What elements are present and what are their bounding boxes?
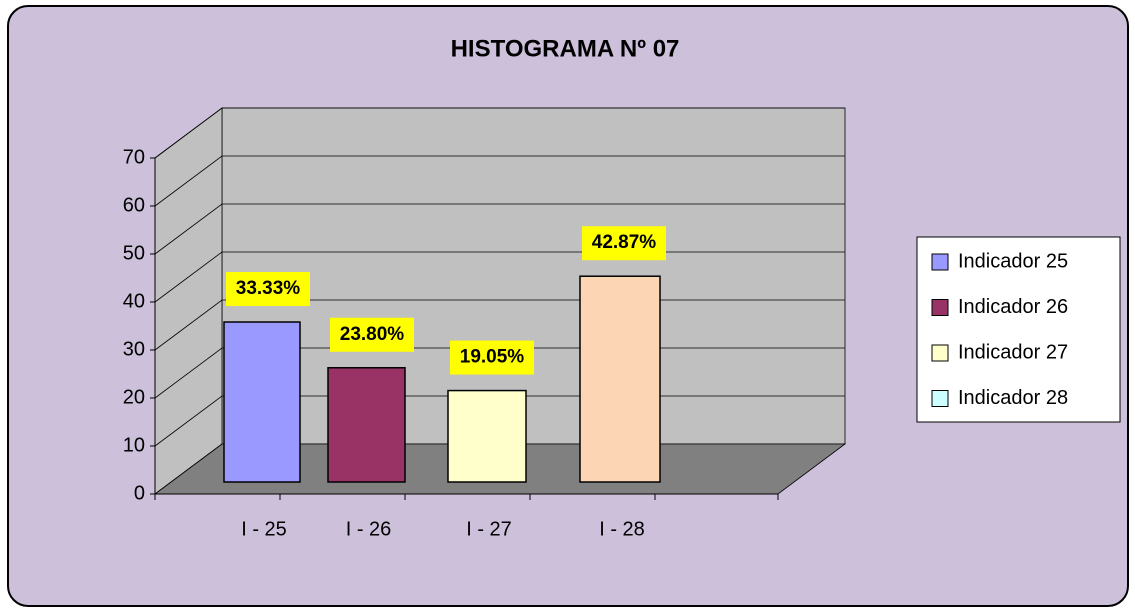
data-label-bg [226, 272, 310, 307]
data-label: 33.33% [236, 278, 301, 299]
bar [447, 389, 527, 483]
x-tick-label: I - 28 [599, 518, 645, 540]
y-tick-label: 50 [123, 242, 145, 264]
side-wall [154, 107, 223, 495]
data-label-bg [450, 340, 534, 375]
y-tick-label: 30 [123, 338, 145, 360]
y-tick-label: 60 [123, 194, 145, 216]
legend-label: Indicador 26 [958, 296, 1068, 318]
data-label-bg [330, 317, 414, 352]
y-tick-label: 40 [123, 290, 145, 312]
chart-title: HISTOGRAMA Nº 07 [451, 35, 680, 62]
y-tick-label: 0 [134, 482, 145, 504]
back-wall [221, 107, 846, 445]
legend-label: Indicador 27 [958, 341, 1068, 363]
x-tick-label: I - 26 [346, 518, 392, 540]
data-label-bg [582, 226, 666, 261]
legend-label: Indicador 28 [958, 387, 1068, 409]
data-label: 42.87% [592, 232, 657, 253]
y-tick-label: 70 [123, 146, 145, 168]
y-tick-label: 20 [123, 386, 145, 408]
grid-line [154, 203, 845, 255]
grid-line [154, 155, 845, 207]
x-tick-label: I - 25 [241, 518, 287, 540]
x-tick-label: I - 27 [466, 518, 512, 540]
legend-swatch [931, 390, 949, 407]
bar [579, 275, 661, 483]
data-label: 19.05% [460, 347, 525, 368]
legend-swatch [931, 299, 949, 316]
grid-line [154, 107, 845, 159]
bar [223, 321, 301, 483]
y-tick-label: 10 [123, 434, 145, 456]
legend-swatch [931, 253, 949, 271]
data-label: 23.80% [340, 324, 405, 345]
legend-label: Indicador 25 [958, 250, 1068, 272]
bar [327, 367, 406, 483]
legend [916, 236, 1121, 423]
legend-swatch [931, 344, 949, 362]
